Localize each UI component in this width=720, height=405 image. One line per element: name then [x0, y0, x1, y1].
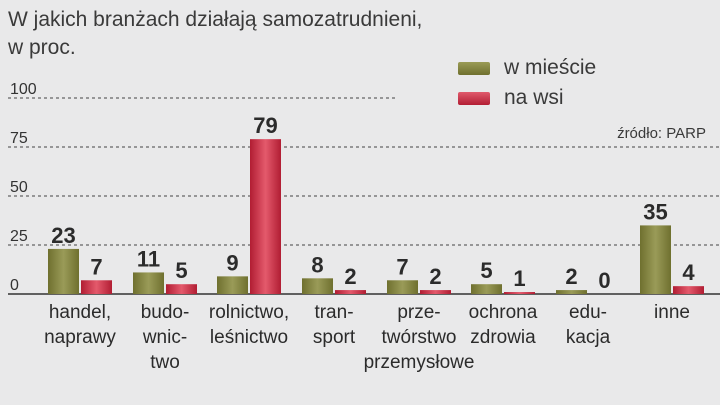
category-label-4-line-2: przemysłowe	[364, 352, 475, 373]
category-label-3-line-0: tran-	[314, 302, 353, 323]
data-label-city-2: 9	[226, 250, 238, 275]
chart-title-line-1: W jakich branżach działają samozatrudnie…	[8, 8, 423, 31]
category-label-0-line-1: naprawy	[44, 327, 116, 348]
legend-item-city: w mieście	[458, 53, 596, 83]
bar-village-7	[673, 286, 704, 294]
legend-item-village: na wsi	[458, 83, 596, 113]
bar-city-3	[302, 278, 333, 294]
data-label-village-1: 5	[175, 258, 187, 283]
bar-city-7	[640, 225, 671, 294]
y-tick-label-100: 100	[10, 81, 37, 98]
data-label-city-6: 2	[565, 264, 577, 289]
data-label-village-6: 0	[598, 268, 610, 293]
bar-village-2	[250, 139, 281, 294]
category-label-4-line-0: prze-	[397, 302, 440, 323]
bar-city-5	[471, 284, 502, 294]
bar-city-2	[217, 276, 248, 294]
legend-label-city: w mieście	[504, 56, 597, 79]
bar-city-6	[556, 290, 587, 294]
data-label-city-0: 23	[51, 223, 75, 248]
legend: w mieście na wsi	[458, 53, 596, 113]
chart-title: W jakich branżach działają samozatrudnie…	[8, 6, 422, 62]
legend-swatch-city	[458, 61, 490, 75]
bar-city-0	[48, 248, 79, 294]
data-label-city-5: 5	[480, 258, 492, 283]
y-tick-label-25: 25	[10, 228, 28, 245]
y-tick-label-75: 75	[10, 130, 28, 147]
bar-city-4	[387, 280, 418, 294]
data-label-city-3: 8	[311, 252, 323, 277]
y-tick-label-0: 0	[10, 277, 19, 294]
source-note: źródło: PARP	[617, 125, 706, 142]
category-label-1-line-2: two	[150, 352, 180, 373]
data-label-village-0: 7	[90, 254, 102, 279]
bar-village-0	[81, 280, 112, 294]
category-label-3-line-1: sport	[313, 327, 356, 348]
data-label-city-4: 7	[396, 254, 408, 279]
category-label-7-line-0: inne	[654, 302, 690, 323]
data-label-village-7: 4	[682, 260, 695, 285]
bar-city-1	[133, 272, 164, 294]
category-label-4-line-1: twórstwo	[382, 327, 457, 348]
category-label-2-line-0: rolnictwo,	[209, 302, 289, 323]
bar-village-4	[420, 290, 451, 294]
chart-title-line-2: w proc.	[8, 36, 76, 59]
category-label-6-line-1: kacja	[566, 327, 611, 348]
category-label-5-line-0: ochrona	[469, 302, 538, 323]
bar-village-1	[166, 284, 197, 294]
bar-village-3	[335, 290, 366, 294]
data-label-village-2: 79	[253, 113, 277, 138]
data-label-city-7: 35	[643, 199, 667, 224]
data-label-village-3: 2	[344, 264, 356, 289]
data-label-city-1: 11	[137, 246, 160, 271]
category-label-1-line-0: budo-	[141, 302, 190, 323]
category-label-0-line-0: handel,	[49, 302, 111, 323]
y-tick-label-50: 50	[10, 179, 28, 196]
data-label-village-5: 1	[513, 266, 525, 291]
legend-swatch-village	[458, 91, 490, 105]
category-label-6-line-0: edu-	[569, 302, 607, 323]
category-label-2-line-1: leśnictwo	[210, 327, 288, 348]
category-label-5-line-1: zdrowia	[470, 327, 536, 348]
bar-village-5	[504, 292, 535, 294]
data-label-village-4: 2	[429, 264, 441, 289]
legend-label-village: na wsi	[504, 86, 564, 109]
category-label-1-line-1: wnic-	[142, 327, 187, 348]
